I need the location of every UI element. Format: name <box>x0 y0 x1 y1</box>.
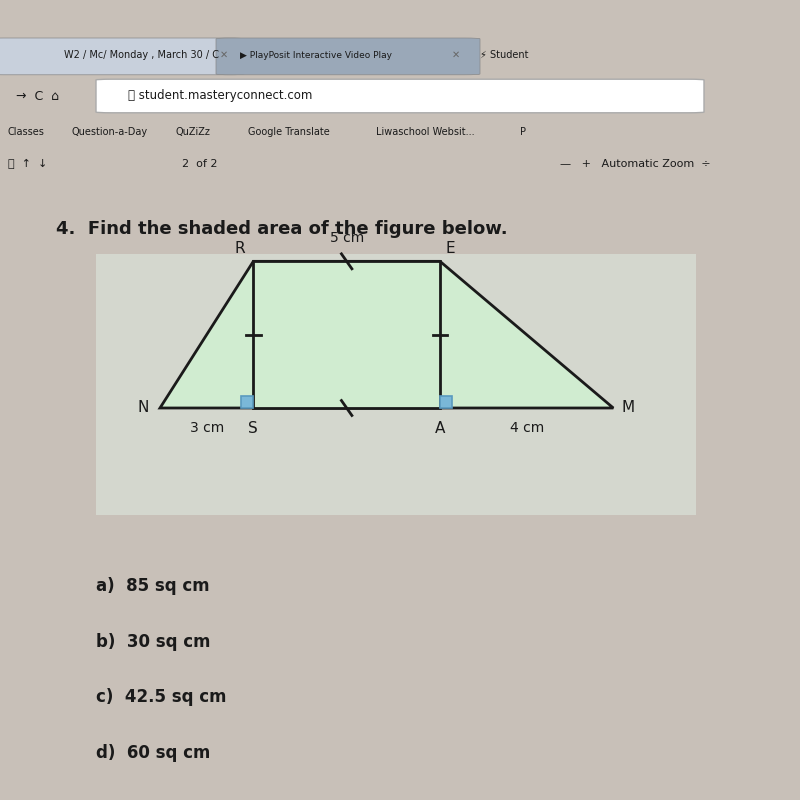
Text: N: N <box>138 401 150 415</box>
Text: d)  60 sq cm: d) 60 sq cm <box>96 744 210 762</box>
Text: M: M <box>622 401 634 415</box>
Text: —   +   Automatic Zoom  ÷: — + Automatic Zoom ÷ <box>560 159 710 169</box>
Text: S: S <box>249 422 258 436</box>
Text: 2  of 2: 2 of 2 <box>182 159 218 169</box>
Text: 3 cm: 3 cm <box>190 422 224 435</box>
FancyBboxPatch shape <box>0 38 244 74</box>
FancyBboxPatch shape <box>96 79 704 113</box>
Text: ⚡ Student: ⚡ Student <box>480 50 529 60</box>
Text: →  C  ⌂: → C ⌂ <box>16 90 59 102</box>
Text: P: P <box>520 127 526 137</box>
Text: ✕: ✕ <box>220 50 228 60</box>
Bar <box>242 396 254 408</box>
Text: 4 cm: 4 cm <box>510 422 544 435</box>
FancyBboxPatch shape <box>96 254 696 515</box>
Text: E: E <box>446 241 455 256</box>
Text: Google Translate: Google Translate <box>248 127 330 137</box>
Text: b)  30 sq cm: b) 30 sq cm <box>96 633 210 650</box>
Text: QuZiZz: QuZiZz <box>176 127 211 137</box>
Polygon shape <box>160 262 614 408</box>
Text: Classes: Classes <box>8 127 45 137</box>
Text: W2 / Mc/ Monday , March 30 / C: W2 / Mc/ Monday , March 30 / C <box>64 50 219 60</box>
Text: 🔍  ↑  ↓: 🔍 ↑ ↓ <box>8 159 47 169</box>
Text: 🔒 student.masteryconnect.com: 🔒 student.masteryconnect.com <box>128 90 312 102</box>
Text: Liwaschool Websit...: Liwaschool Websit... <box>376 127 474 137</box>
Text: a)  85 sq cm: a) 85 sq cm <box>96 577 210 595</box>
Text: 4.  Find the shaded area of the figure below.: 4. Find the shaded area of the figure be… <box>56 220 508 238</box>
Text: A: A <box>435 422 445 436</box>
Bar <box>440 396 452 408</box>
FancyBboxPatch shape <box>216 38 480 74</box>
Text: R: R <box>234 241 246 256</box>
Text: ▶ PlayPosit Interactive Video Play: ▶ PlayPosit Interactive Video Play <box>240 50 392 60</box>
Text: c)  42.5 sq cm: c) 42.5 sq cm <box>96 688 226 706</box>
Text: ✕: ✕ <box>452 50 460 60</box>
Text: Question-a-Day: Question-a-Day <box>72 127 148 137</box>
Text: 5 cm: 5 cm <box>330 231 364 246</box>
Polygon shape <box>254 262 440 408</box>
